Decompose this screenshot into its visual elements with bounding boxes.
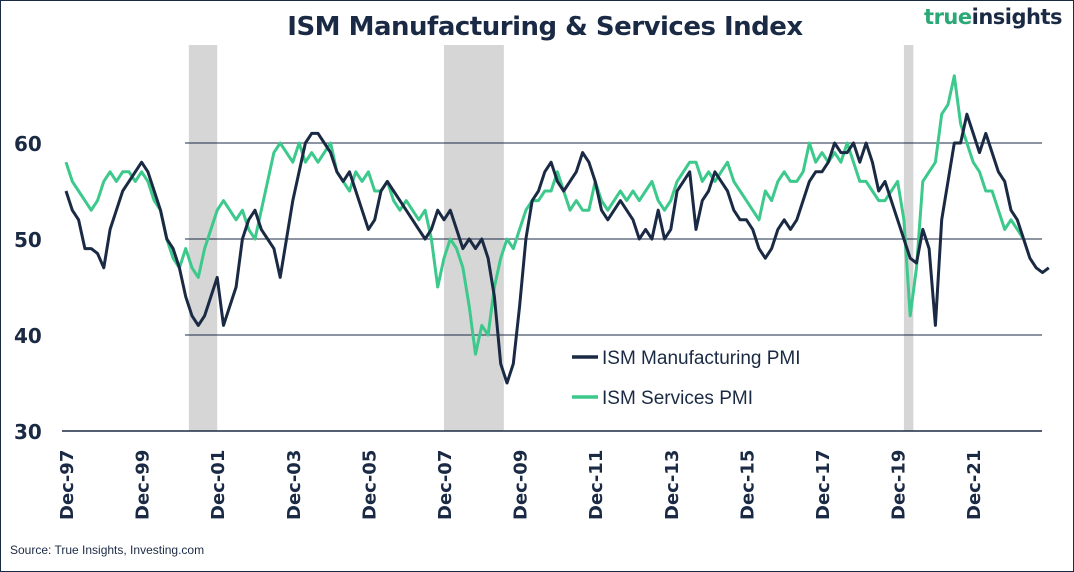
x-tick-label: Dec-17 [813,450,834,520]
x-tick-label: Dec-13 [662,450,683,520]
x-tick-label: Dec-03 [284,450,305,520]
series-line-services [64,74,1025,356]
x-tick-label: Dec-15 [737,450,758,520]
x-tick-label: Dec-21 [964,450,985,520]
x-tick-label: Dec-99 [133,450,154,520]
x-tick-label: Dec-19 [889,450,910,520]
x-tick-label: Dec-05 [359,450,380,520]
x-tick-label: Dec-09 [511,450,532,520]
x-tick-label: Dec-11 [586,450,607,520]
source-note: Source: True Insights, Investing.com [10,543,205,557]
series-line-manufacturing [64,112,1050,385]
chart-title: ISM Manufacturing & Services Index [287,12,803,42]
y-tick-label: 50 [14,228,42,252]
y-tick-label: 40 [14,324,42,348]
legend-label: ISM Manufacturing PMI [602,348,801,369]
y-tick-label: 30 [14,420,42,444]
recession-band [903,45,914,431]
logo-part1: true [924,5,972,29]
recession-band [188,45,218,431]
y-tick-label: 60 [14,132,42,156]
x-tick-label: Dec-07 [435,450,456,520]
x-tick-label: Dec-01 [208,450,229,520]
recession-band [444,45,504,431]
legend-label: ISM Services PMI [602,388,753,409]
logo-part2: insights [971,5,1063,29]
x-tick-label: Dec-97 [57,450,78,520]
logo: trueinsights [924,5,1062,29]
